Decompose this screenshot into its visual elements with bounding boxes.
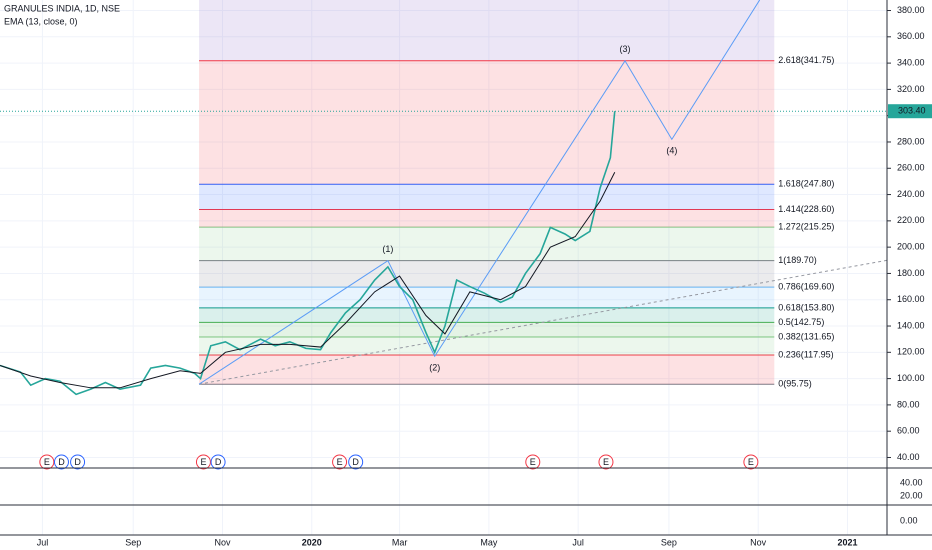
x-tick-label: 2021 <box>837 537 857 547</box>
price-line <box>0 171 616 389</box>
y-tick-label: 60.00 <box>897 426 920 436</box>
y-tick-label: 340.00 <box>897 57 925 67</box>
fib-band <box>199 322 775 337</box>
fib-band <box>199 184 775 210</box>
y-tick-label: 80.00 <box>897 399 920 409</box>
fib-band <box>199 307 775 323</box>
fib-band <box>199 209 775 228</box>
y-tick-label: 360.00 <box>897 31 925 41</box>
event-marker <box>598 454 614 470</box>
fib-band <box>199 287 775 308</box>
trend-line <box>198 259 888 385</box>
fib-label: 1.272(215.25) <box>778 221 834 231</box>
y-tick-label: 280.00 <box>897 136 925 146</box>
fib-label: 0.236(117.95) <box>778 349 833 359</box>
lower-axis-label: 20.00 <box>900 490 923 500</box>
wave-label: (3) <box>619 44 630 54</box>
fib-band <box>199 336 775 356</box>
fib-label: 1(189.70) <box>778 255 817 265</box>
fib-label: 0.786(169.60) <box>778 281 834 291</box>
event-label: E <box>748 457 754 467</box>
wave-line <box>198 0 761 385</box>
y-tick-label: 200.00 <box>897 242 925 252</box>
y-tick-label: 220.00 <box>897 215 925 225</box>
plot-layer: 0(95.75) 0.236(117.95) 0.382(131.65) 0.5(14… <box>0 0 888 535</box>
y-tick-label: 140.00 <box>897 320 925 330</box>
event-marker <box>70 454 86 470</box>
y-tick-label: 160.00 <box>897 294 925 304</box>
event-marker <box>53 454 69 470</box>
wave-label: (4) <box>666 146 677 156</box>
chart-title: GRANULES INDIA, 1D, NSE <box>4 3 120 13</box>
fib-label: 0.618(153.80) <box>778 302 834 312</box>
fib-band <box>199 355 775 385</box>
fib-label: 2.618(341.75) <box>778 55 834 65</box>
event-label: D <box>58 457 65 467</box>
y-tick-label: 240.00 <box>897 189 925 199</box>
lower-axis-label: 0.00 <box>900 515 918 525</box>
event-label: E <box>337 457 343 467</box>
x-tick-label: 2020 <box>302 537 322 547</box>
event-label: D <box>215 457 222 467</box>
fib-band <box>199 260 775 288</box>
y-tick-label: 40.00 <box>897 452 920 462</box>
x-tick-label: Sep <box>661 537 677 547</box>
event-label: D <box>352 457 359 467</box>
x-tick-label: May <box>480 537 498 547</box>
lower-axis-label: 40.00 <box>900 477 923 487</box>
event-marker <box>348 454 364 470</box>
fib-band <box>199 60 775 185</box>
event-marker <box>195 454 211 470</box>
fib-label: 0.382(131.65) <box>778 331 834 341</box>
x-tick-label: Nov <box>214 537 231 547</box>
event-label: E <box>603 457 609 467</box>
event-label: E <box>200 457 206 467</box>
wave-label: (1) <box>382 244 393 254</box>
x-tick-label: Nov <box>750 537 767 547</box>
y-tick-label: 260.00 <box>897 163 925 173</box>
y-tick-label: 180.00 <box>897 268 925 278</box>
x-tick-label: Mar <box>392 537 408 547</box>
y-tick-label: 100.00 <box>897 373 925 383</box>
x-tick-label: Jul <box>37 537 49 547</box>
event-marker <box>743 454 759 470</box>
y-tick-label: 380.00 <box>897 5 925 15</box>
wave-label: (2) <box>429 363 440 373</box>
x-tick-label: Jul <box>572 537 584 547</box>
indicator-legend: EMA (13, close, 0) <box>4 16 78 26</box>
event-marker <box>332 454 348 470</box>
fib-label: 0(95.75) <box>778 379 812 389</box>
y-tick-label: 120.00 <box>897 347 925 357</box>
event-marker <box>39 454 55 470</box>
event-label: E <box>530 457 536 467</box>
last-price-box <box>888 104 932 119</box>
fib-label: 0.5(142.75) <box>778 317 824 327</box>
fib-label: 1.414(228.60) <box>778 204 834 214</box>
last-price-label: 303.40 <box>898 106 926 116</box>
x-tick-label: Sep <box>125 537 141 547</box>
y-tick-label: 320.00 <box>897 84 925 94</box>
event-label: E <box>44 457 50 467</box>
price-line <box>0 111 616 396</box>
event-marker <box>210 454 226 470</box>
fib-top-band <box>199 0 775 61</box>
fib-band <box>199 227 775 261</box>
event-marker <box>525 454 541 470</box>
fib-label: 1.618(247.80) <box>778 179 834 189</box>
event-label: D <box>74 457 81 467</box>
